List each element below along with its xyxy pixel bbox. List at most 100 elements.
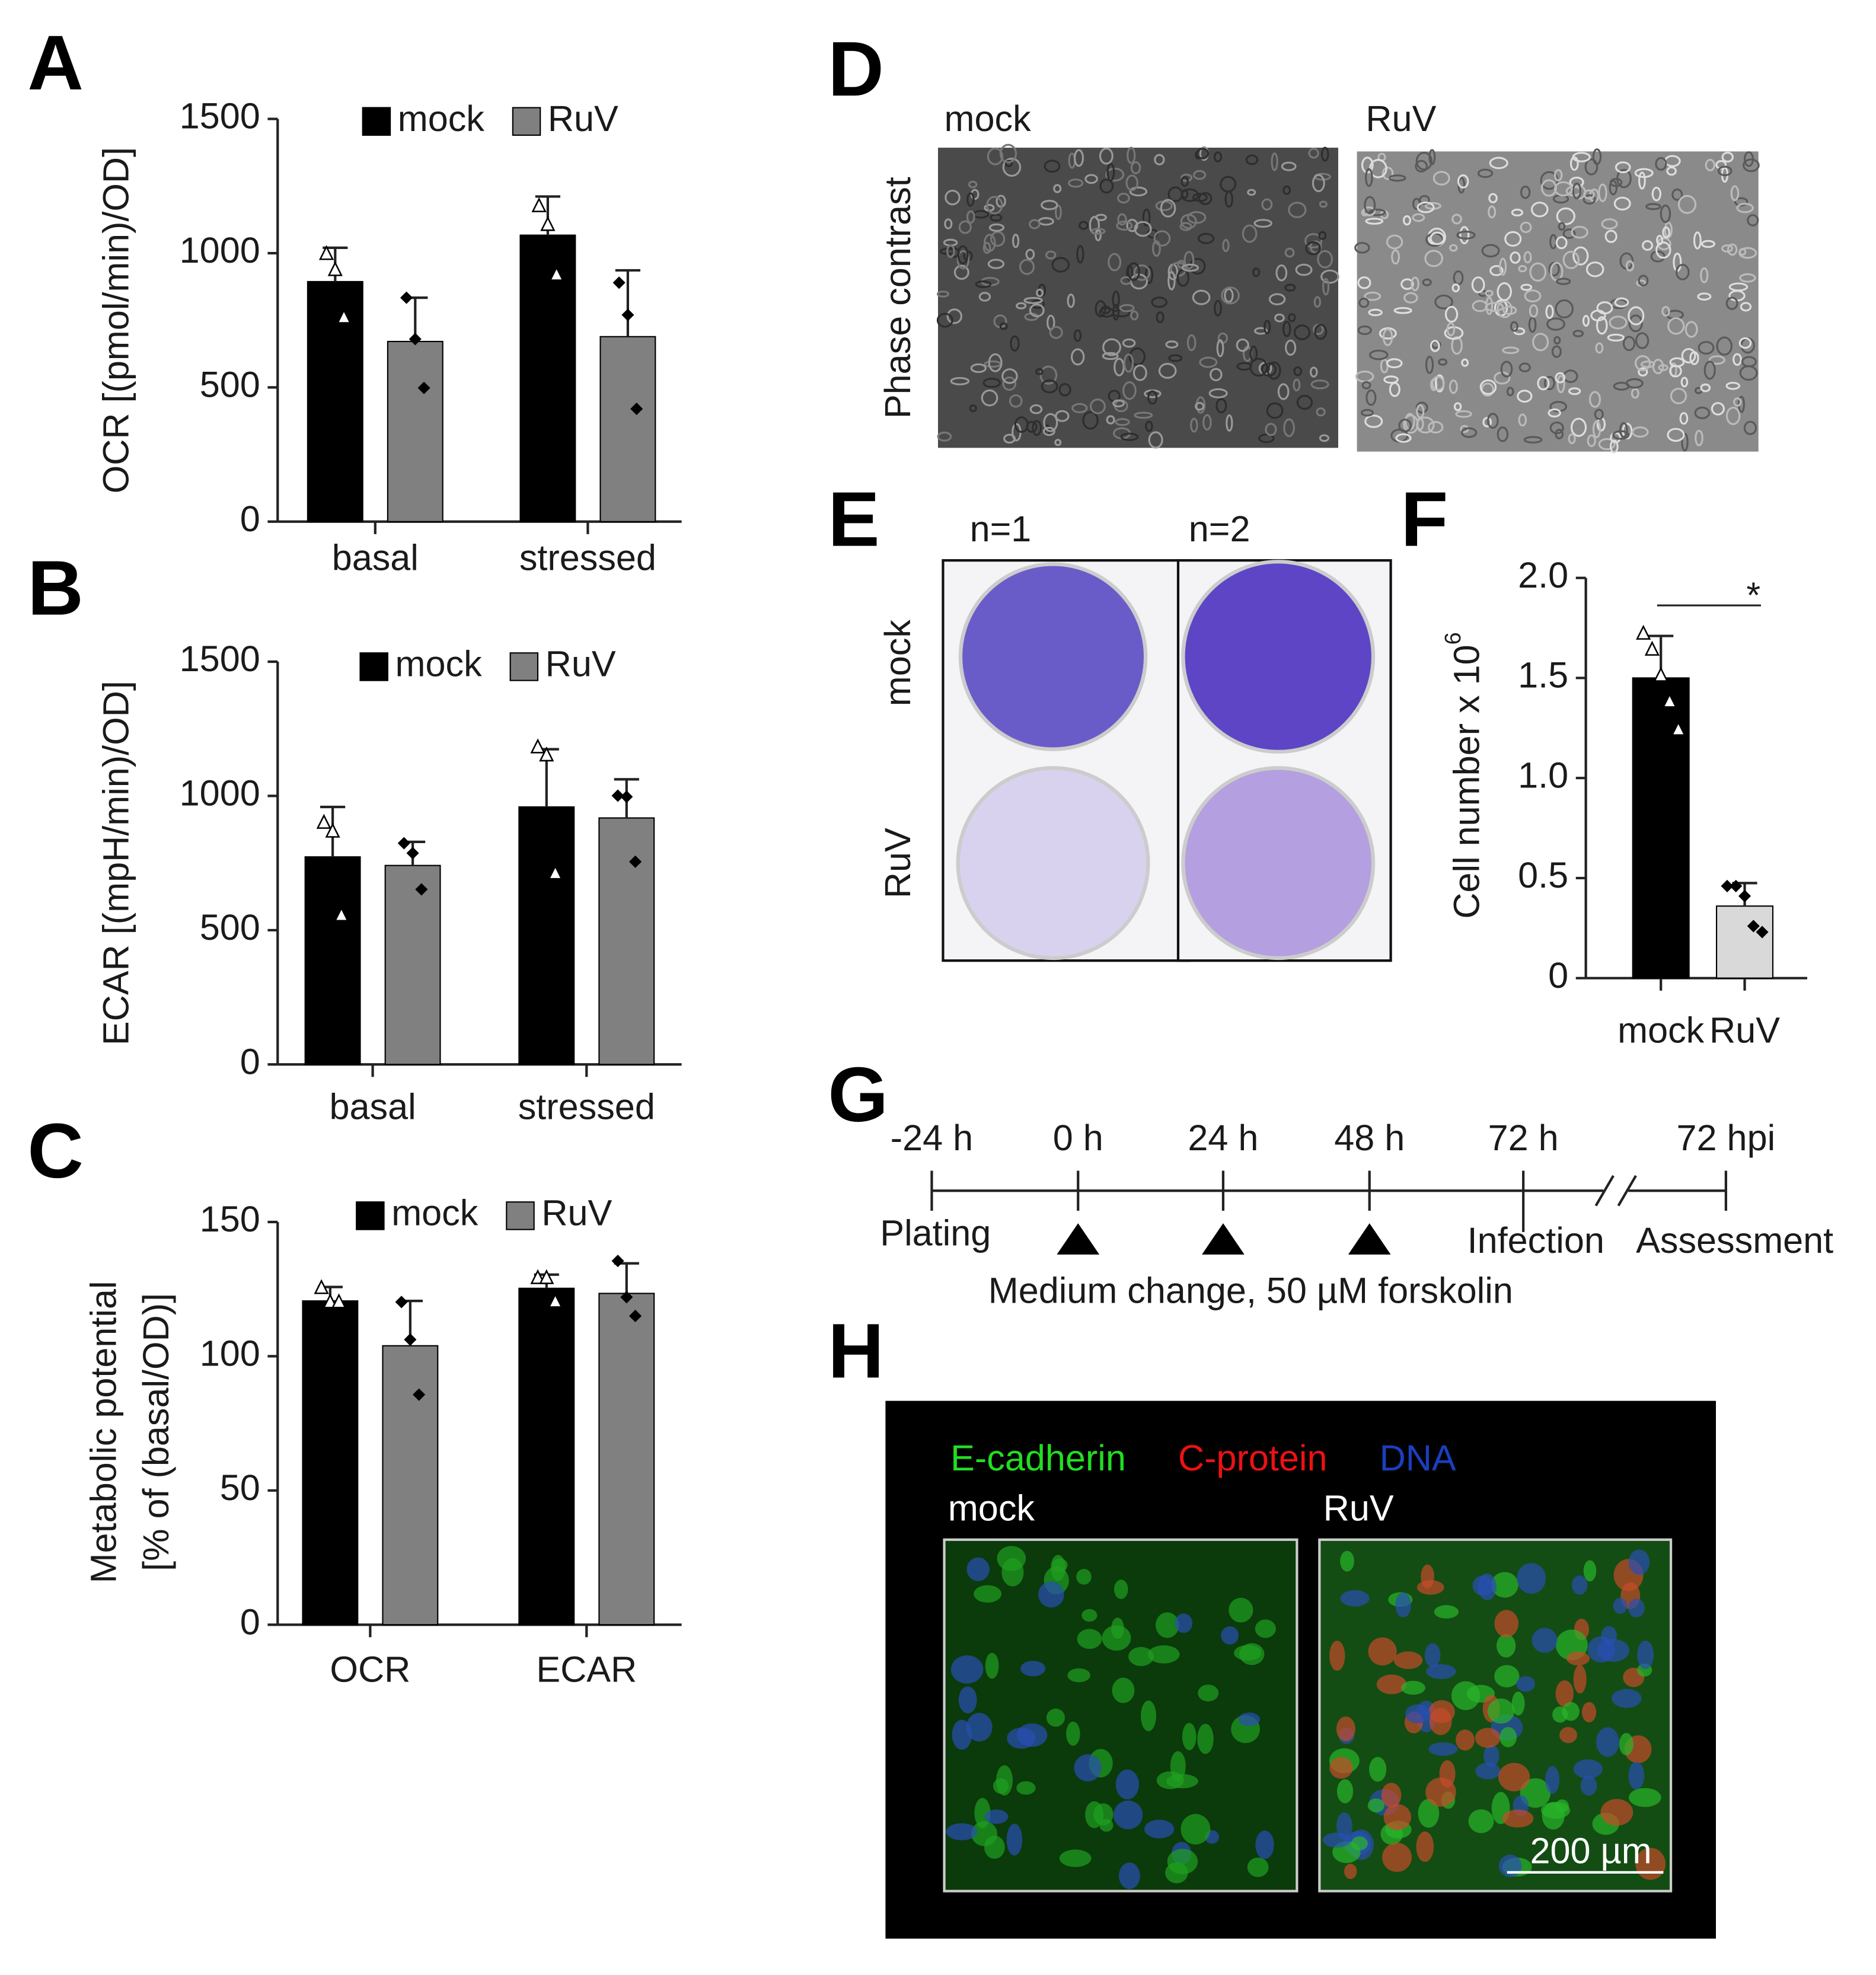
y-tick-label: 0 (240, 1601, 260, 1642)
cell (1114, 1580, 1128, 1599)
cell (1099, 178, 1114, 194)
cell (1106, 162, 1115, 181)
cell (1607, 333, 1625, 342)
cell (988, 353, 1003, 372)
cell (1198, 192, 1213, 205)
cell (1382, 1843, 1412, 1872)
cell (1365, 218, 1384, 225)
cell (1703, 360, 1716, 380)
cell (1376, 1674, 1407, 1695)
cell (1329, 1757, 1353, 1779)
cell (1711, 402, 1725, 416)
cell (1425, 355, 1434, 374)
cell (1694, 406, 1711, 420)
cell (1615, 161, 1631, 174)
cell (1222, 239, 1230, 253)
cell (1556, 375, 1565, 394)
cell (1504, 231, 1522, 247)
cell (950, 1655, 984, 1684)
cell (1478, 290, 1488, 297)
cell (1154, 154, 1165, 165)
cell (1429, 1708, 1452, 1735)
cell (1175, 1613, 1193, 1633)
cell (936, 291, 950, 298)
cell (1120, 432, 1139, 441)
cell (1179, 222, 1192, 231)
cell (966, 1557, 990, 1581)
cell (1265, 423, 1277, 436)
cell (1422, 278, 1432, 286)
cell (1214, 299, 1222, 317)
cell (1074, 149, 1084, 167)
cell (1727, 243, 1738, 256)
cell (1488, 193, 1498, 203)
cell (1520, 221, 1532, 234)
cell (1004, 159, 1013, 167)
cell (1552, 1706, 1568, 1723)
legend-swatch (362, 107, 391, 136)
cell (1284, 247, 1295, 258)
medium-change-arrow (1348, 1223, 1391, 1255)
cell (1358, 297, 1370, 308)
cell (1165, 340, 1179, 349)
cell (1430, 231, 1445, 245)
cell (1224, 288, 1234, 303)
cell (974, 1798, 991, 1829)
data-point (413, 1388, 426, 1401)
cell (1383, 375, 1399, 384)
cell (1580, 1775, 1597, 1796)
row-label: mock (878, 620, 918, 707)
cell (970, 363, 987, 374)
cell (1277, 383, 1290, 400)
y-tick-label: 1000 (180, 230, 260, 270)
cell (1510, 251, 1521, 264)
bar (599, 336, 656, 522)
cell (1295, 263, 1313, 276)
cell (1167, 1849, 1198, 1875)
cell (984, 1809, 1009, 1824)
cell (1364, 196, 1376, 215)
cell (1116, 221, 1133, 231)
cell (1740, 302, 1752, 312)
cell (1655, 241, 1671, 259)
cell (1451, 283, 1460, 293)
cell (1609, 180, 1618, 196)
data-point (316, 813, 331, 829)
cell (1700, 267, 1709, 283)
cell (1622, 336, 1636, 352)
cell (945, 189, 961, 206)
cell (1667, 427, 1685, 442)
bar (598, 817, 655, 1065)
cell (1743, 151, 1754, 167)
data-point (409, 333, 422, 346)
cell (1245, 154, 1259, 165)
cell (1530, 202, 1549, 218)
y-axis-label-text: OCR [(pmol/min)/OD] (96, 147, 136, 493)
cell (1590, 310, 1606, 322)
y-axis-label-text: Cell number x 10 (1447, 644, 1487, 918)
cell (1456, 231, 1476, 240)
cell (1181, 1814, 1211, 1845)
data-point (1747, 920, 1760, 933)
cell (1368, 1637, 1397, 1665)
legend-swatch (506, 1201, 535, 1230)
cell (1693, 231, 1702, 250)
cell (1266, 402, 1284, 419)
cell (1609, 315, 1628, 330)
data-point (1738, 889, 1751, 902)
bar (518, 1287, 575, 1626)
event-label: Assessment (1636, 1220, 1833, 1261)
data-point (620, 1291, 633, 1304)
cell (1386, 234, 1403, 250)
cell (1009, 394, 1023, 408)
cell (1032, 420, 1042, 436)
cell (1120, 276, 1132, 285)
cell (958, 220, 972, 234)
cell (1499, 257, 1507, 276)
cell (1739, 273, 1756, 283)
cell (1425, 1777, 1456, 1807)
cell (1631, 388, 1639, 399)
cell (1424, 250, 1444, 267)
cell (1041, 200, 1058, 210)
data-point (417, 381, 430, 394)
